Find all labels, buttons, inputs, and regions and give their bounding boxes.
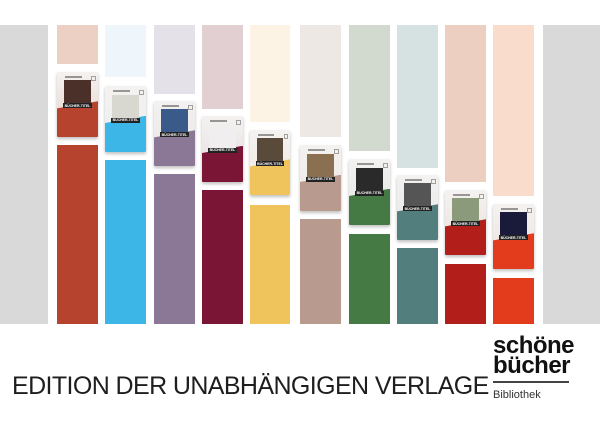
cover-title: Bücher-Titel: [305, 176, 336, 182]
bottom-color-block: [397, 248, 438, 324]
cover-title: Bücher-Titel: [62, 103, 93, 109]
cover-title: Bücher-Titel: [402, 206, 433, 212]
cover-author: [501, 207, 518, 210]
book-column: Bücher-Titel: [105, 0, 146, 324]
cover-title: Bücher-Titel: [159, 132, 190, 138]
publisher-mark-icon: [479, 193, 484, 199]
bottom-color-block: [250, 205, 290, 324]
bottom-color-block: [445, 264, 486, 324]
publisher-mark-icon: [283, 133, 288, 139]
top-color-block: [349, 25, 390, 151]
book-cover[interactable]: Bücher-Titel: [202, 116, 243, 182]
book-column: Bücher-Titel: [349, 0, 390, 324]
publisher-mark-icon: [139, 89, 144, 95]
logo-rule: [493, 381, 569, 383]
top-color-block: [57, 25, 98, 64]
cover-title: Bücher-Titel: [498, 235, 529, 241]
cover-author: [65, 75, 82, 78]
cover-image: [500, 212, 527, 236]
book-column: Bücher-Titel: [57, 0, 98, 324]
publisher-mark-icon: [527, 207, 532, 213]
top-color-block: [250, 25, 290, 122]
top-color-block: [202, 25, 243, 109]
cover-title: Bücher-Titel: [255, 161, 285, 167]
logo-subtitle: Bibliothek: [493, 389, 541, 401]
cover-image: [112, 94, 139, 119]
cover-image: [209, 124, 236, 149]
top-color-block: [105, 25, 146, 77]
cover-author: [405, 178, 422, 181]
book-column: Bücher-Titel: [250, 0, 290, 324]
bottom-color-block: [57, 145, 98, 324]
cover-image: [257, 138, 283, 162]
book-column: Bücher-Titel: [154, 0, 195, 324]
cover-image: [404, 183, 431, 207]
cover-author: [113, 89, 130, 92]
book-cover[interactable]: Bücher-Titel: [349, 159, 390, 225]
cover-title: Bücher-Titel: [450, 221, 481, 227]
publisher-mark-icon: [431, 178, 436, 184]
cover-image: [64, 80, 91, 104]
bottom-color-block: [105, 160, 146, 324]
right-gray-panel: [543, 25, 600, 324]
cover-image: [307, 153, 334, 178]
book-column: Bücher-Titel: [445, 0, 486, 324]
bottom-color-block: [154, 174, 195, 324]
edition-tagline: EDITION DER UNABHÄNGIGEN VERLAGE: [12, 372, 489, 400]
cover-author: [453, 193, 470, 196]
cover-author: [162, 104, 179, 107]
top-color-block: [493, 25, 534, 196]
book-column: Bücher-Titel: [397, 0, 438, 324]
cover-title: Bücher-Titel: [110, 117, 141, 123]
publisher-mark-icon: [334, 148, 339, 154]
cover-title: Bücher-Titel: [207, 147, 238, 153]
publisher-mark-icon: [91, 75, 96, 81]
cover-author: [357, 162, 374, 165]
book-cover[interactable]: Bücher-Titel: [250, 130, 290, 195]
top-color-block: [300, 25, 341, 137]
publisher-mark-icon: [236, 119, 241, 125]
book-column: Bücher-Titel: [493, 0, 534, 324]
cover-author: [258, 133, 274, 136]
book-cover[interactable]: Bücher-Titel: [154, 101, 195, 166]
logo-line-2: bücher: [493, 352, 571, 379]
top-color-block: [154, 25, 195, 94]
bottom-color-block: [349, 234, 390, 324]
bottom-color-block: [300, 219, 341, 324]
book-column: Bücher-Titel: [300, 0, 341, 324]
schoene-buecher-logo[interactable]: schöne bücher Bibliothek: [493, 332, 575, 401]
cover-image: [356, 167, 383, 192]
book-cover[interactable]: Bücher-Titel: [493, 204, 534, 269]
cover-author: [308, 148, 325, 151]
book-cover[interactable]: Bücher-Titel: [445, 190, 486, 255]
bottom-color-block: [202, 190, 243, 324]
book-cover[interactable]: Bücher-Titel: [300, 145, 341, 211]
top-color-block: [445, 25, 486, 182]
cover-image: [452, 198, 479, 222]
book-cover[interactable]: Bücher-Titel: [105, 86, 146, 152]
cover-image: [161, 109, 188, 133]
cover-author: [210, 119, 227, 122]
cover-title: Bücher-Titel: [354, 190, 385, 196]
left-gray-panel: [0, 25, 48, 324]
logo-line-1: schöne: [493, 332, 575, 359]
book-cover[interactable]: Bücher-Titel: [57, 72, 98, 137]
publisher-mark-icon: [383, 162, 388, 168]
bottom-color-block: [493, 278, 534, 324]
publisher-mark-icon: [188, 104, 193, 110]
top-color-block: [397, 25, 438, 168]
book-column: Bücher-Titel: [202, 0, 243, 324]
book-cover[interactable]: Bücher-Titel: [397, 175, 438, 240]
